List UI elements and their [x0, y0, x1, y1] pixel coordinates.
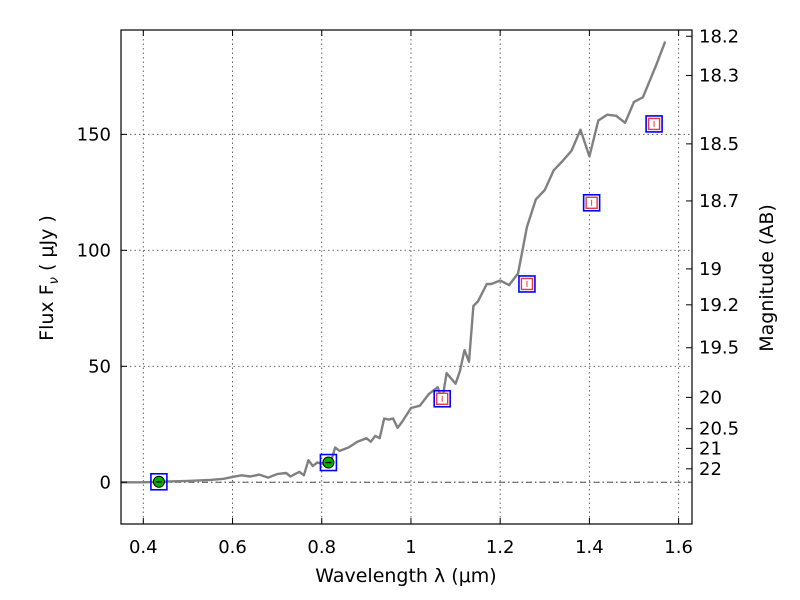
y-axis-label: Flux Fν ( μJy ) — [36, 215, 62, 341]
x-tick-label-5: 1.4 — [575, 537, 604, 558]
data-point-Y — [433, 389, 451, 408]
mag-tick-label-1: 18.3 — [699, 65, 739, 86]
x-tick-label-6: 1.6 — [664, 537, 693, 558]
x-tick-label-3: 1 — [405, 537, 416, 558]
measured-marker-B — [150, 472, 168, 491]
y-tick-label-0: 0 — [100, 472, 111, 493]
grid — [121, 30, 692, 524]
secondary-y-axis-label: Magnitude (AB) — [756, 204, 778, 352]
measured-marker-Y — [433, 389, 451, 408]
data-point-J — [518, 275, 536, 293]
data-point-JH — [582, 193, 601, 212]
measured-marker-z — [319, 453, 338, 472]
mag-tick-label-4: 19 — [699, 259, 722, 280]
mag-tick-label-3: 18.7 — [699, 191, 739, 212]
ticks-layer: 0.4 0.6 0.8 1 1.2 1.4 1.6 0 50 100 150 18.2 18.3 18.5… — [77, 26, 739, 558]
x-tick-label-1: 0.6 — [218, 537, 247, 558]
y-tick-label-3: 150 — [77, 124, 111, 145]
mag-tick-label-2: 18.5 — [699, 134, 739, 155]
model-spectrum-line — [121, 41, 667, 484]
observed-points-layer — [150, 115, 663, 491]
y-tick-label-2: 100 — [77, 240, 111, 261]
x-tick-label-0: 0.4 — [129, 537, 158, 558]
measured-marker-H — [645, 115, 663, 133]
y-axis-label-subscript: ν — [47, 277, 62, 284]
x-tick-label-2: 0.8 — [307, 537, 336, 558]
plot-frame — [120, 29, 693, 525]
data-point-H — [645, 115, 663, 133]
mag-tick-label-8: 20.5 — [699, 419, 739, 440]
mag-tick-label-5: 19.2 — [699, 295, 739, 316]
model-spectrum-layer — [121, 41, 667, 484]
mag-tick-label-0: 18.2 — [699, 26, 739, 47]
x-axis-label: Wavelength λ (μm) — [315, 565, 496, 587]
x-tick-label-4: 1.2 — [486, 537, 515, 558]
y-axis-label-unit: ( μJy ) — [36, 215, 58, 277]
data-point-z — [319, 453, 338, 472]
measured-marker-J — [518, 275, 536, 293]
data-point-B — [150, 472, 168, 491]
y-axis-label-main: Flux F — [36, 284, 58, 340]
mag-tick-label-6: 19.5 — [699, 338, 739, 359]
measured-marker-JH — [582, 193, 601, 212]
mag-tick-label-7: 20 — [699, 387, 722, 408]
mag-tick-label-10: 22 — [699, 459, 722, 480]
y-tick-label-1: 50 — [88, 356, 111, 377]
mag-tick-label-9: 21 — [699, 438, 722, 459]
